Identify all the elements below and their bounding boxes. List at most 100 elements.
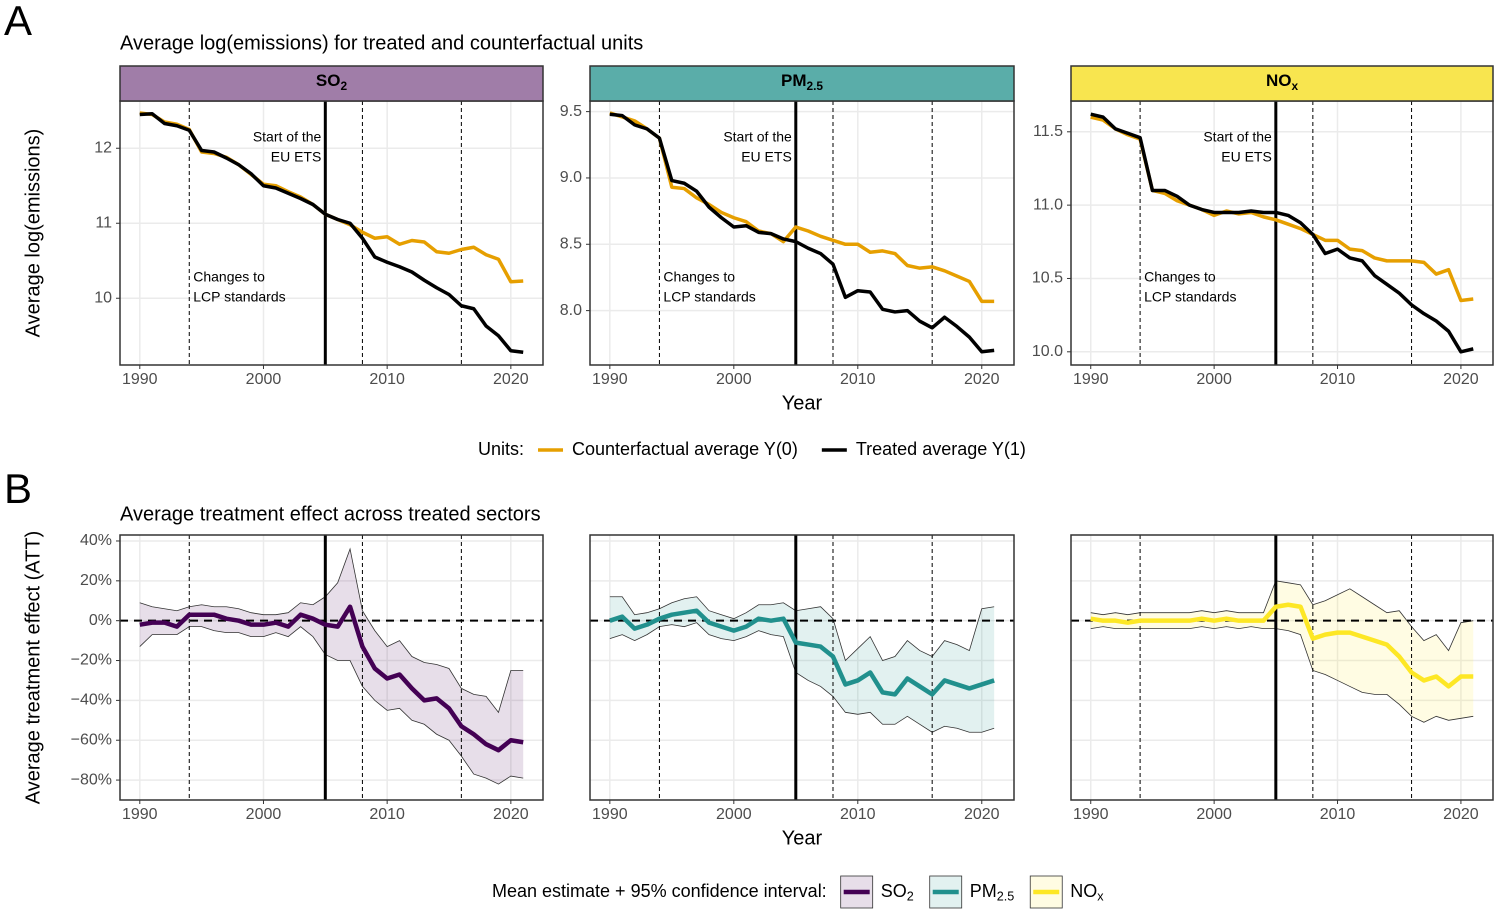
plot-background <box>1071 101 1493 365</box>
y-axis-label: Average treatment effect (ATT) <box>22 531 44 804</box>
ci-upper <box>139 547 524 714</box>
x-tick-label: 2010 <box>369 806 405 823</box>
annotation: Start of the <box>253 129 322 145</box>
y-tick-label: −60% <box>71 731 112 748</box>
confidence-band <box>1090 580 1474 723</box>
facet-label-main: SO <box>316 71 341 90</box>
plot-background <box>590 535 1014 800</box>
plot-border <box>589 534 1015 801</box>
legend-label-sub: 2 <box>907 890 914 904</box>
x-axis-label: Year <box>782 392 823 414</box>
legend-title: Mean estimate + 95% confidence interval: <box>492 881 827 901</box>
plot-background <box>590 101 1014 365</box>
plot-border <box>119 534 544 801</box>
y-tick-label: 0% <box>89 612 112 629</box>
facet-label-sub: x <box>1291 79 1298 93</box>
series-line <box>1090 112 1474 354</box>
y-tick-label: 10.5 <box>1032 270 1063 287</box>
panel-label: A <box>4 0 32 44</box>
facet-label-main: NO <box>1266 71 1292 90</box>
annotation: Start of the <box>723 129 792 145</box>
annotation: Changes to <box>1144 269 1216 285</box>
legend-label-main: NO <box>1070 881 1097 901</box>
y-tick-label: 11.0 <box>1033 196 1063 213</box>
y-tick-label: −40% <box>71 692 112 709</box>
legend-label-sub: x <box>1097 890 1104 904</box>
x-tick-label: 2020 <box>964 371 1000 388</box>
ci-lower <box>609 622 995 733</box>
annotation: LCP standards <box>1144 289 1236 305</box>
legend-label-main: PM <box>970 881 997 901</box>
y-tick-label: 11.5 <box>1033 123 1063 140</box>
x-tick-label: 2020 <box>1443 371 1479 388</box>
y-tick-label: 8.5 <box>560 235 582 252</box>
x-tick-label: 1990 <box>592 806 628 823</box>
y-tick-label: 9.5 <box>560 103 582 120</box>
x-tick-label: 2010 <box>1320 806 1356 823</box>
x-tick-label: 2000 <box>246 371 282 388</box>
x-tick-label: 1990 <box>1073 806 1109 823</box>
y-tick-label: 11 <box>95 214 112 231</box>
series-line <box>609 111 995 304</box>
facet-label-sub: 2.5 <box>806 79 823 93</box>
legend-label: Counterfactual average Y(0) <box>572 439 798 459</box>
facet-strip <box>589 65 1015 102</box>
x-tick-label: 1990 <box>592 371 628 388</box>
x-tick-label: 1990 <box>1073 371 1109 388</box>
y-tick-label: 10.0 <box>1032 343 1063 360</box>
series-line <box>609 112 995 354</box>
y-tick-label: −80% <box>71 771 112 788</box>
x-tick-label: 2020 <box>493 806 529 823</box>
legend-label: Treated average Y(1) <box>856 439 1026 459</box>
mean-line <box>609 608 995 697</box>
legend-label: NOx <box>1070 881 1104 904</box>
x-tick-label: 1990 <box>122 371 158 388</box>
plot-background <box>120 535 543 800</box>
legend-title: Units: <box>478 439 524 459</box>
annotation: LCP standards <box>663 289 755 305</box>
mean-line <box>1090 602 1474 689</box>
annotation: Changes to <box>193 269 265 285</box>
legend-label: SO2 <box>881 881 914 904</box>
x-tick-label: 2010 <box>1320 371 1356 388</box>
section-title: Average treatment effect across treated … <box>120 503 541 525</box>
section-title: Average log(emissions) for treated and c… <box>120 32 643 54</box>
facet-label: SO2 <box>316 71 348 93</box>
x-tick-label: 2000 <box>716 806 752 823</box>
y-tick-label: 20% <box>80 572 112 589</box>
annotation: EU ETS <box>741 149 792 165</box>
facet-strip <box>119 65 544 102</box>
mean-line <box>139 604 524 753</box>
plot-border <box>1070 534 1494 801</box>
x-tick-label: 2000 <box>246 806 282 823</box>
y-axis-label: Average log(emissions) <box>22 129 44 338</box>
y-tick-label: 9.0 <box>560 169 582 186</box>
x-tick-label: 2020 <box>964 806 1000 823</box>
y-tick-label: 40% <box>80 532 112 549</box>
x-tick-label: 2010 <box>840 806 876 823</box>
facet-label-main: PM <box>781 71 807 90</box>
panel-label: B <box>4 465 32 512</box>
plot-background <box>120 101 543 365</box>
facet-strip <box>1070 65 1494 102</box>
annotation: Changes to <box>663 269 735 285</box>
legend-label-sub: 2.5 <box>997 890 1015 904</box>
confidence-band <box>139 548 524 785</box>
x-tick-label: 1990 <box>122 806 158 823</box>
y-tick-label: 8.0 <box>560 302 582 319</box>
annotation: Start of the <box>1203 129 1272 145</box>
y-tick-label: 10 <box>94 289 112 306</box>
ci-upper <box>1090 580 1474 652</box>
x-tick-label: 2020 <box>1443 806 1479 823</box>
annotation: EU ETS <box>271 149 322 165</box>
annotation: EU ETS <box>1221 149 1272 165</box>
ci-lower <box>1090 626 1474 723</box>
x-tick-label: 2020 <box>493 371 529 388</box>
facet-label: NOx <box>1266 71 1299 93</box>
x-tick-label: 2000 <box>1196 371 1232 388</box>
annotation: LCP standards <box>193 289 285 305</box>
ci-upper <box>609 596 995 662</box>
x-tick-label: 2000 <box>716 371 752 388</box>
facet-label-sub: 2 <box>340 79 347 93</box>
y-tick-label: −20% <box>71 652 112 669</box>
